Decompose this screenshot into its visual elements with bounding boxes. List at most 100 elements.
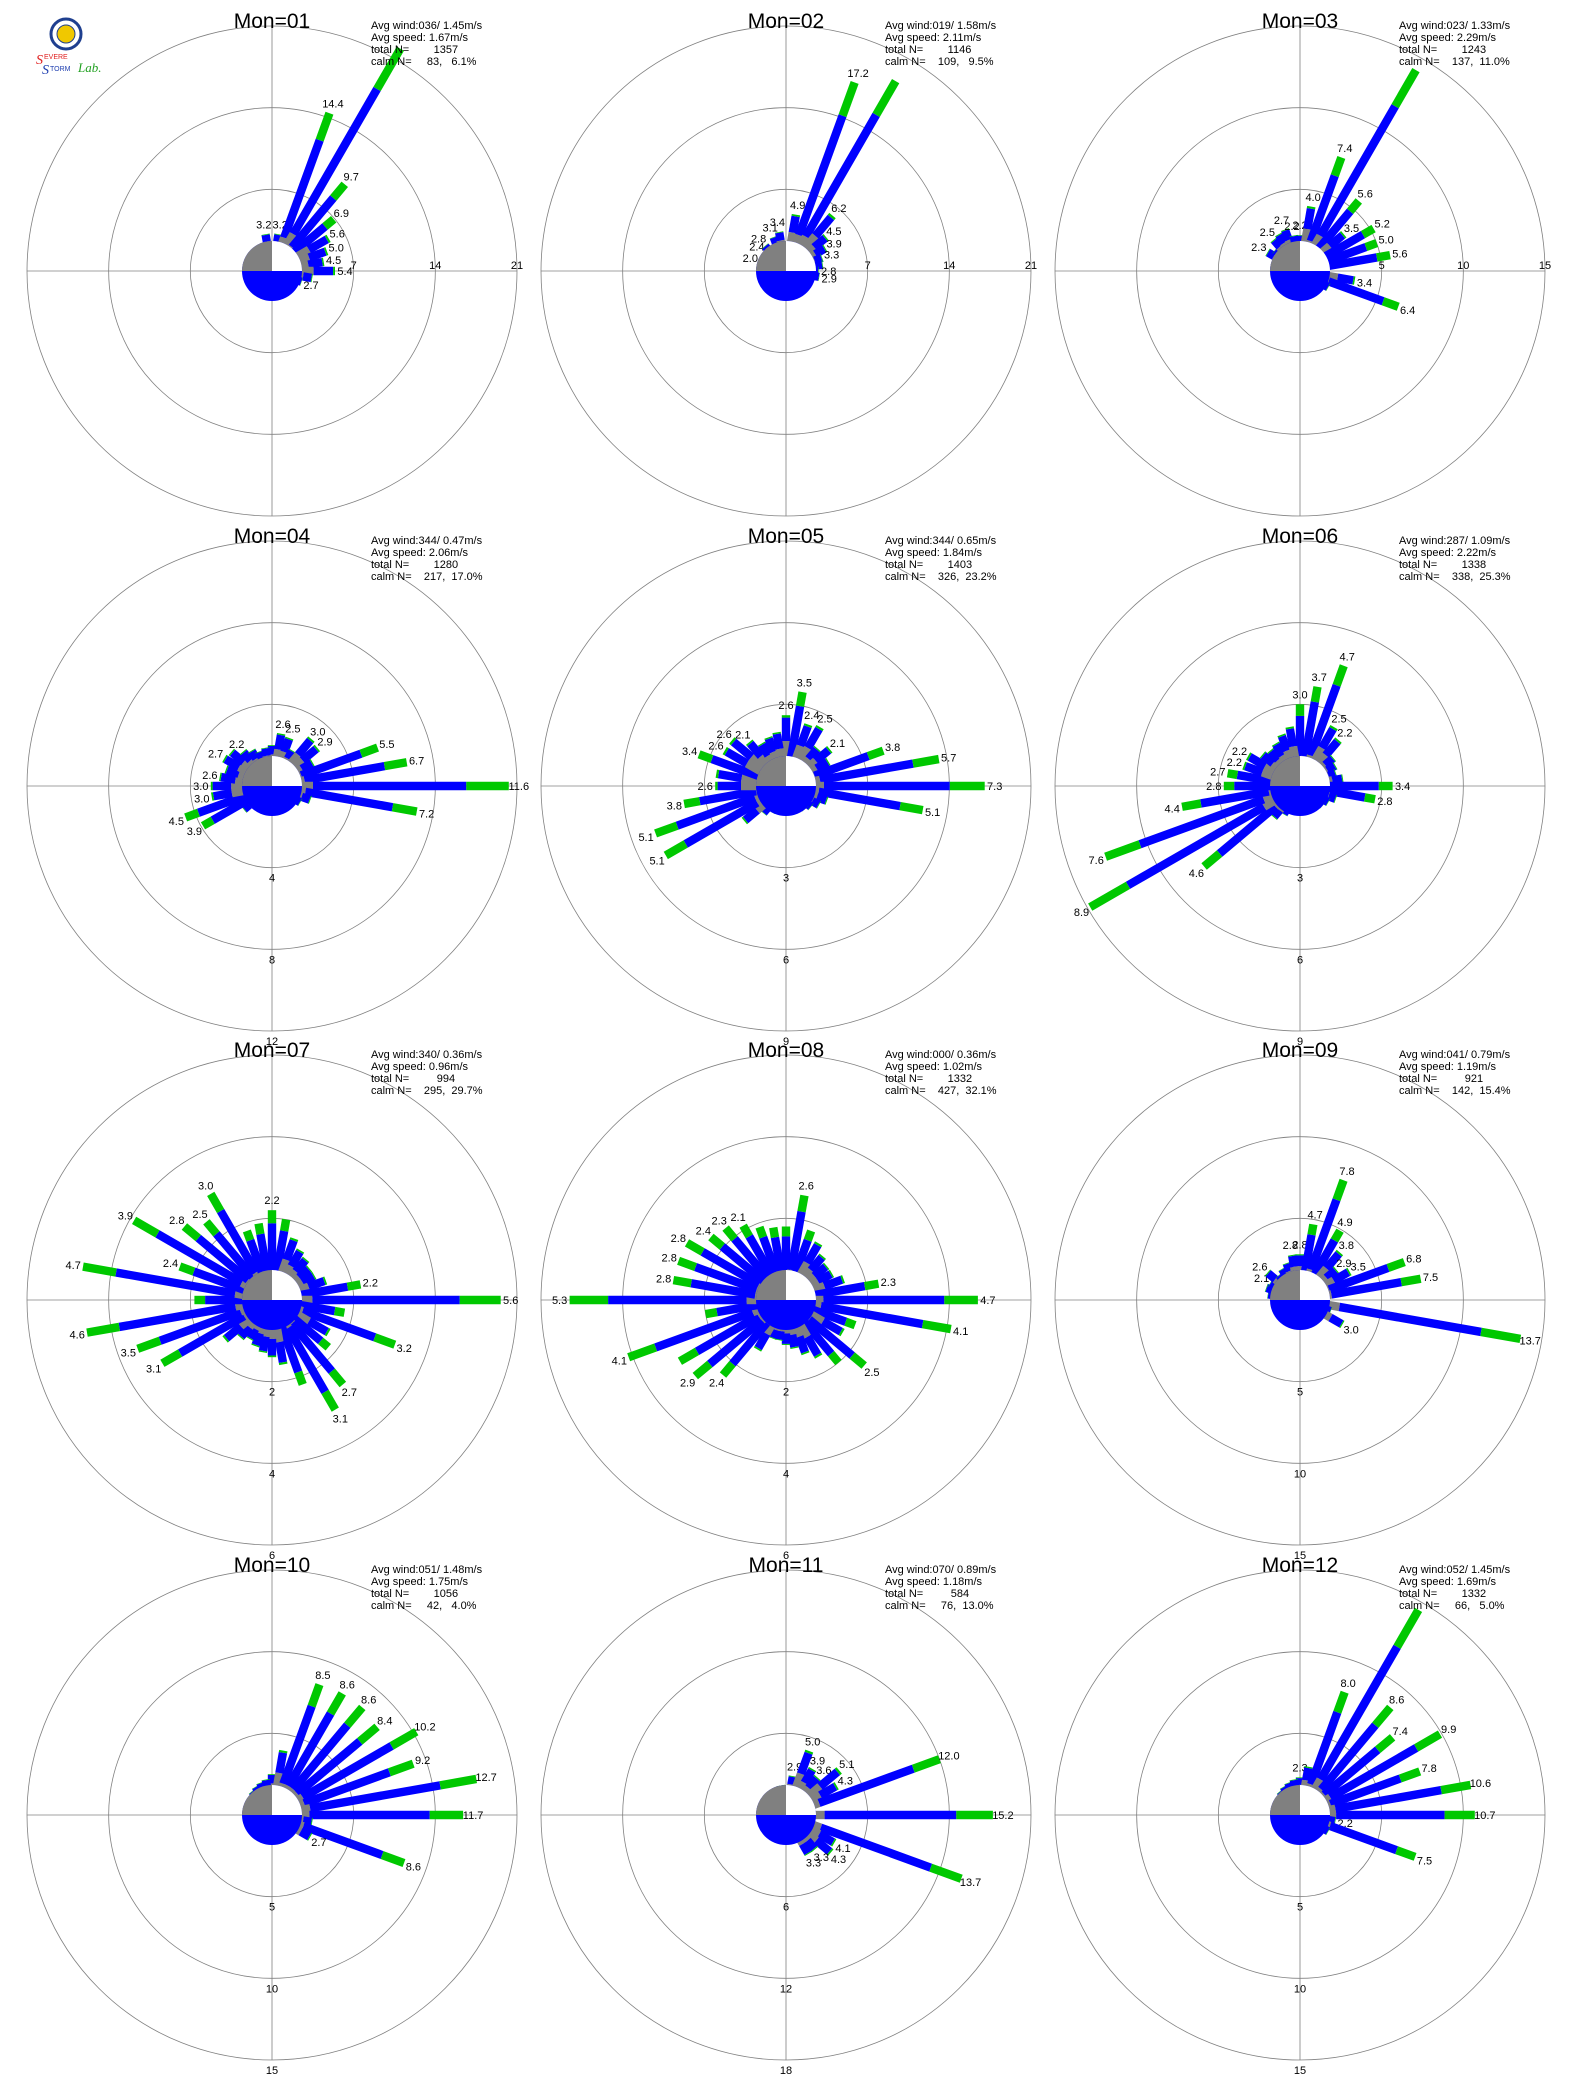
info-line: Avg speed: 2.11m/s: [885, 32, 982, 44]
info-line: total N= 1338: [1399, 559, 1486, 571]
petal-segment: [158, 1307, 242, 1345]
petal-segment: [1372, 1704, 1394, 1728]
petal-segment: [825, 757, 831, 766]
petal-segment: [827, 212, 836, 221]
ring-label: 6: [783, 1902, 789, 1914]
petal-label: 8.6: [406, 1862, 421, 1874]
ring-label: 4: [269, 1468, 275, 1480]
petal-segment: [801, 1319, 835, 1357]
petal-segment: [755, 1225, 768, 1239]
petal-segment: [285, 1711, 335, 1789]
petal-segment: [1352, 276, 1356, 285]
chart-title: Mon=06: [1262, 525, 1338, 548]
petal-label: 3.8: [1339, 1240, 1354, 1252]
petal-segment: [759, 1235, 781, 1275]
petal-label: 2.7: [1274, 215, 1289, 227]
petal-segment: [1307, 683, 1341, 758]
petal-segment: [844, 1317, 857, 1330]
petal-segment: [205, 1295, 244, 1305]
info-line: Avg wind:036/ 1.45m/s: [371, 20, 483, 32]
petal-label: 11.6: [509, 781, 530, 793]
petal-label: 2.8: [671, 1233, 686, 1245]
petal-segment: [1201, 850, 1223, 870]
petal-segment: [261, 233, 270, 236]
petal-segment: [1295, 704, 1305, 716]
petal-segment: [309, 1781, 441, 1813]
petal-label: 2.9: [317, 737, 332, 749]
petal-label: 3.0: [1292, 689, 1307, 701]
petal-segment: [1328, 253, 1378, 270]
calm-grey-wedge: [242, 241, 272, 271]
info-line: Avg wind:052/ 1.45m/s: [1399, 1564, 1511, 1576]
petal-segment: [722, 747, 729, 756]
petal-segment: [1329, 781, 1379, 791]
petal-label: 5.1: [638, 832, 653, 844]
petal-segment: [288, 195, 337, 250]
petal-segment: [192, 1267, 246, 1294]
petal-label: 2.4: [709, 1378, 724, 1390]
petal-segment: [284, 1325, 329, 1394]
petal-segment: [719, 1243, 766, 1284]
info-line: calm N= 427, 32.1%: [885, 1085, 997, 1097]
chart-title: Mon=09: [1262, 1039, 1338, 1062]
petal-segment: [729, 737, 737, 746]
info-line: total N= 1243: [1399, 44, 1486, 56]
petal-label: 3.7: [1312, 672, 1327, 684]
calm-grey-wedge: [1270, 1785, 1300, 1815]
petal-segment: [697, 750, 714, 763]
petal-label: 3.9: [118, 1210, 133, 1222]
petal-label: 2.8: [1377, 796, 1392, 808]
petal-segment: [1398, 1767, 1422, 1783]
petal-segment: [821, 260, 824, 269]
petal-segment: [308, 795, 312, 804]
calm-white-wedge: [272, 1270, 302, 1300]
petal-segment: [373, 1333, 397, 1349]
ring-label: 10: [1294, 1983, 1306, 1995]
petal-segment: [797, 1751, 813, 1776]
petal-segment: [194, 1295, 206, 1305]
chart-title: Mon=08: [748, 1039, 824, 1062]
petal-segment: [1306, 174, 1339, 243]
petal-segment: [1267, 747, 1275, 755]
ring-label: 10: [266, 1983, 278, 1995]
petal-segment: [729, 1320, 770, 1367]
petal-label: 3.9: [826, 238, 841, 250]
petal-segment: [790, 1346, 799, 1349]
petal-segment: [466, 781, 509, 791]
petal-segment: [251, 1343, 260, 1348]
petal-label: 2.2: [1227, 757, 1242, 769]
info-line: calm N= 338, 25.3%: [1399, 571, 1511, 583]
petal-segment: [1307, 1710, 1342, 1786]
info-line: total N= 994: [371, 1073, 455, 1085]
petal-segment: [217, 1208, 260, 1275]
petal-segment: [229, 749, 247, 766]
wind-rose-8: 2.62.34.74.12.52.42.94.15.32.82.82.82.42…: [540, 1039, 1032, 1562]
petal-segment: [818, 1783, 838, 1799]
petal-label: 2.8: [1283, 1240, 1298, 1252]
petal-segment: [684, 1239, 705, 1256]
petal-label: 4.1: [835, 1843, 850, 1855]
petal-label: 3.1: [146, 1363, 161, 1375]
petal-segment: [1330, 156, 1346, 178]
petal-label: 3.1: [333, 1413, 348, 1425]
petal-segment: [1378, 781, 1393, 791]
petal-label: 2.2: [1284, 221, 1299, 233]
petal-label: 2.3: [1251, 242, 1266, 254]
petal-segment: [240, 749, 254, 764]
petal-segment: [791, 214, 801, 218]
petal-label: 2.6: [708, 741, 723, 753]
petal-segment: [207, 1191, 225, 1214]
petal-segment: [804, 1837, 818, 1852]
wind-rose-11: 2.95.03.93.6 5.14.312.015.213.74.14.33.33…: [540, 1554, 1032, 2077]
petal-segment: [826, 1848, 834, 1856]
petal-segment: [326, 1691, 346, 1716]
info-line: total N= 1357: [371, 44, 458, 56]
petal-segment: [1339, 1320, 1345, 1329]
petal-segment: [746, 739, 754, 747]
petal-segment: [819, 759, 914, 785]
petal-segment: [1364, 239, 1379, 251]
info-line: Avg wind:051/ 1.48m/s: [371, 1564, 483, 1576]
petal-segment: [813, 1774, 821, 1782]
petal-segment: [768, 1336, 777, 1340]
info-line: Avg speed: 0.96m/s: [371, 1061, 469, 1073]
